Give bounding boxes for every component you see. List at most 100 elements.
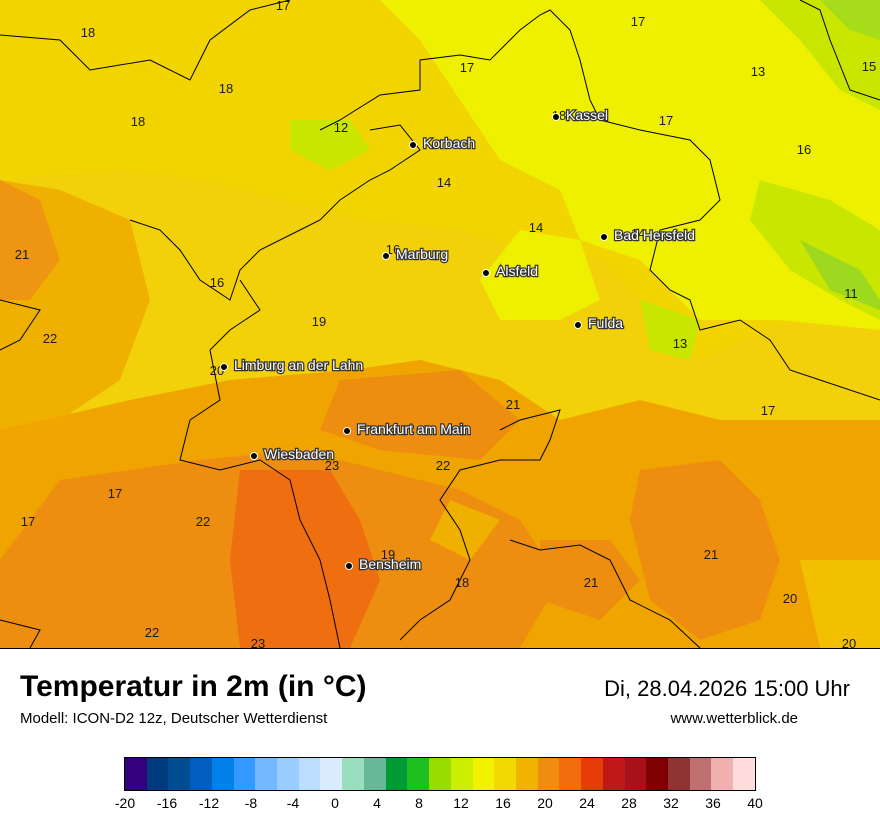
city-marker: Fulda (574, 314, 624, 332)
legend-swatch (255, 758, 278, 790)
city-marker: Bensheim (345, 555, 423, 573)
temperature-label: 23 (325, 458, 339, 473)
legend-swatch (211, 758, 234, 790)
model-source: Modell: ICON-D2 12z, Deutscher Wetterdie… (20, 710, 328, 727)
city-dot (552, 113, 560, 121)
legend-tick-label: 24 (579, 795, 595, 811)
legend-swatch (429, 758, 451, 790)
temperature-label: 17 (276, 0, 290, 13)
legend-swatch (646, 758, 668, 790)
temperature-label: 14 (437, 175, 451, 190)
legend-swatch (559, 758, 582, 790)
legend-swatch (624, 758, 647, 790)
temperature-label: 16 (386, 242, 400, 257)
city-marker: Kassel (552, 106, 609, 124)
legend-tick-label: -12 (198, 795, 220, 811)
city-label: Wiesbaden (264, 446, 334, 462)
temperature-label: 23 (251, 636, 265, 648)
temperature-label: 21 (584, 575, 598, 590)
legend-swatch (472, 758, 495, 790)
legend-swatch (277, 758, 299, 790)
city-marker: Wiesbaden (250, 445, 335, 463)
temperature-label: 22 (43, 331, 57, 346)
legend-tick-label: -16 (156, 795, 178, 811)
city-marker: Korbach (409, 134, 476, 152)
city-dot (409, 141, 417, 149)
city-marker: Frankfurt am Main (343, 420, 472, 438)
city-label: Alsfeld (496, 263, 538, 279)
temperature-label: 20 (842, 636, 856, 648)
temperature-label: 19 (312, 314, 326, 329)
temperature-label: 16 (210, 275, 224, 290)
city-dot (343, 427, 351, 435)
forecast-datetime: Di, 28.04.2026 15:00 Uhr (604, 676, 850, 701)
city-dot (574, 321, 582, 329)
city-label: Limburg an der Lahn (234, 357, 363, 373)
legend-swatch (581, 758, 603, 790)
legend-swatch (711, 758, 734, 790)
temperature-label: 22 (145, 625, 159, 640)
legend-swatch (190, 758, 212, 790)
legend-swatch (342, 758, 364, 790)
legend-swatch (537, 758, 560, 790)
temperature-label: 21 (704, 547, 718, 562)
legend-swatch (233, 758, 256, 790)
legend-swatch (168, 758, 191, 790)
legend-color-bar (124, 757, 756, 791)
legend-swatch (733, 758, 755, 790)
temperature-label: 18 (455, 575, 469, 590)
legend-swatch (667, 758, 690, 790)
legend-swatch (298, 758, 321, 790)
city-label: Marburg (396, 246, 448, 262)
temperature-label: 14 (631, 226, 645, 241)
city-marker: Marburg (382, 245, 449, 263)
legend-tick-label: 40 (747, 795, 763, 811)
city-label: Kassel (566, 107, 608, 123)
city-marker: Limburg an der Lahn (220, 356, 364, 374)
temperature-map: 17 18 18 18 17 17 13 15 12 18 17 16 14 14 14 21 16 16 11 22… (0, 0, 880, 649)
city-label: Fulda (588, 315, 623, 331)
color-scale-legend: -20 -16 -12 -8 -4 0 4 8 12 16 20 24 28 32 36 40 (115, 757, 763, 811)
map-title: Temperatur in 2m (in °C) (20, 670, 367, 703)
temperature-label: 15 (862, 59, 876, 74)
temperature-label: 14 (529, 220, 543, 235)
legend-swatch (515, 758, 538, 790)
city-marker: Bad Hersfeld (600, 226, 696, 244)
city-label: Korbach (423, 135, 475, 151)
city-dot (345, 562, 353, 570)
legend-tick-label: 12 (453, 795, 469, 811)
temperature-label: 17 (761, 403, 775, 418)
temperature-label: 17 (21, 514, 35, 529)
legend-tick-label: 28 (621, 795, 637, 811)
city-label: Frankfurt am Main (357, 421, 471, 437)
temperature-label: 12 (334, 120, 348, 135)
legend-tick-label: 20 (537, 795, 553, 811)
legend-swatch (385, 758, 408, 790)
legend-swatch (450, 758, 473, 790)
legend-swatch (602, 758, 625, 790)
legend-tick-label: 32 (663, 795, 679, 811)
legend-swatch (407, 758, 430, 790)
temperature-label: 17 (460, 60, 474, 75)
website-link[interactable]: www.wetterblick.de (670, 710, 798, 727)
legend-swatch (320, 758, 343, 790)
legend-swatch (363, 758, 386, 790)
temperature-label: 21 (506, 397, 520, 412)
city-dot (600, 233, 608, 241)
temperature-label: 17 (108, 486, 122, 501)
city-dot (382, 252, 390, 260)
temperature-label: 13 (751, 64, 765, 79)
city-label: Bad Hersfeld (614, 227, 695, 243)
temperature-label: 17 (659, 113, 673, 128)
city-dot (482, 269, 490, 277)
temperature-label: 13 (673, 336, 687, 351)
legend-tick-label: 16 (495, 795, 511, 811)
legend-swatch (125, 758, 147, 790)
legend-tick-label: 8 (415, 795, 423, 811)
temperature-label: 22 (436, 458, 450, 473)
temperature-label: 21 (15, 247, 29, 262)
temperature-label: 19 (381, 547, 395, 562)
legend-tick-label: -4 (286, 795, 300, 811)
temperature-label: 18 (219, 81, 233, 96)
legend-tick-label: 36 (705, 795, 721, 811)
